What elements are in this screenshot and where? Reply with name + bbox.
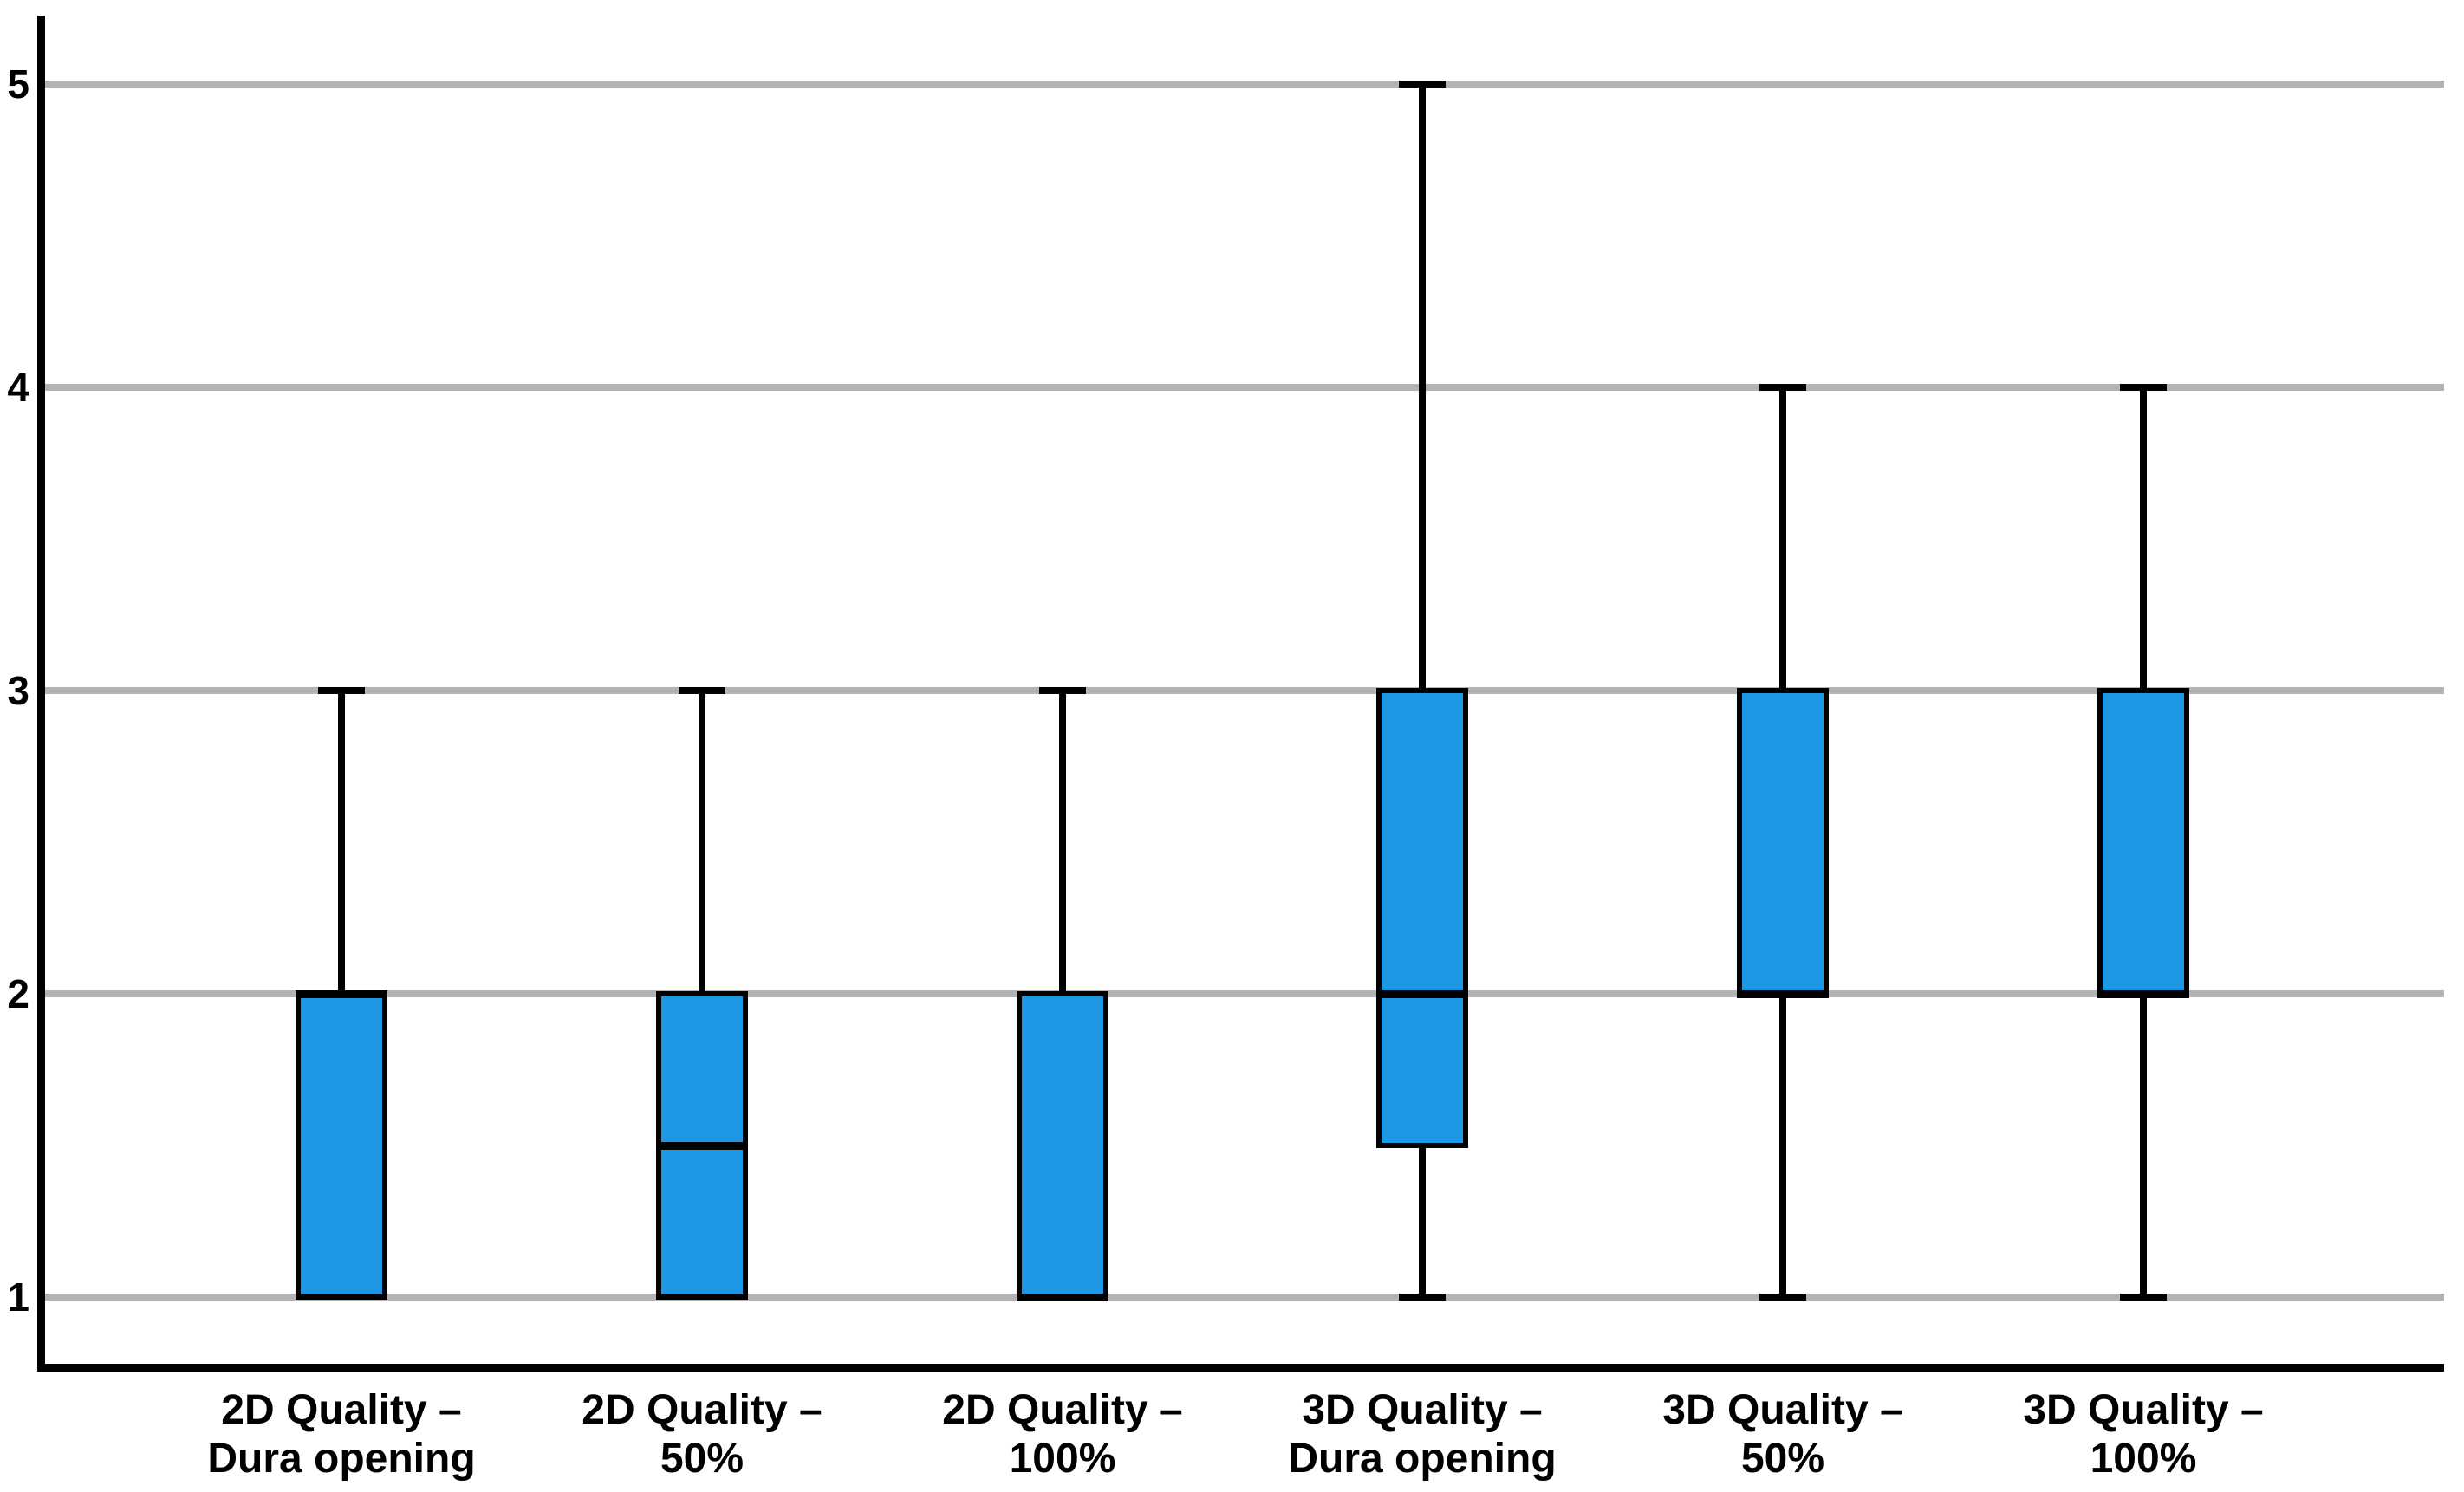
y-tick-label: 2: [7, 971, 29, 1016]
y-gridline: [41, 81, 2444, 88]
x-category-label: 2D Quality – 100%: [942, 1387, 1183, 1482]
x-category-label: 3D Quality – 50%: [1662, 1387, 1903, 1482]
median-line: [2097, 990, 2189, 998]
y-tick-label: 3: [7, 668, 29, 713]
upper-whisker-line: [1059, 691, 1066, 994]
upper-whisker-cap: [2120, 384, 2167, 391]
upper-whisker-line: [1779, 387, 1786, 691]
median-line: [296, 990, 387, 998]
upper-whisker-line: [338, 691, 345, 994]
lower-whisker-line: [1419, 1145, 1426, 1297]
upper-whisker-line: [1419, 84, 1426, 691]
upper-whisker-line: [699, 691, 705, 994]
box-iqr: [1017, 991, 1108, 1300]
y-tick-label: 4: [7, 365, 29, 410]
x-axis-line: [37, 1364, 2444, 1372]
median-line: [656, 1142, 748, 1150]
x-category-label: 3D Quality – Dura opening: [1288, 1387, 1557, 1482]
y-gridline: [41, 1294, 2444, 1301]
lower-whisker-cap: [1399, 1294, 1446, 1301]
box-iqr: [2097, 688, 2189, 996]
median-line: [1017, 1294, 1108, 1301]
y-gridline: [41, 990, 2444, 997]
upper-whisker-line: [2140, 387, 2147, 691]
y-tick-label: 5: [7, 62, 29, 107]
y-axis-line: [37, 16, 45, 1371]
lower-whisker-cap: [2120, 1294, 2167, 1301]
lower-whisker-line: [1779, 994, 1786, 1297]
box-iqr: [1737, 688, 1829, 996]
box-iqr: [296, 991, 387, 1300]
lower-whisker-cap: [1759, 1294, 1806, 1301]
upper-whisker-cap: [318, 687, 365, 694]
median-line: [1376, 990, 1468, 998]
y-gridline: [41, 384, 2444, 391]
x-category-label: 3D Quality – 100%: [2023, 1387, 2264, 1482]
upper-whisker-cap: [1039, 687, 1086, 694]
x-category-label: 2D Quality – 50%: [582, 1387, 822, 1482]
upper-whisker-cap: [679, 687, 725, 694]
upper-whisker-cap: [1759, 384, 1806, 391]
median-line: [1737, 990, 1829, 998]
y-gridline: [41, 687, 2444, 694]
upper-whisker-cap: [1399, 81, 1446, 88]
y-tick-label: 1: [7, 1275, 29, 1320]
lower-whisker-line: [2140, 994, 2147, 1297]
x-category-label: 2D Quality – Dura opening: [207, 1387, 476, 1482]
box-iqr: [1376, 688, 1468, 1148]
